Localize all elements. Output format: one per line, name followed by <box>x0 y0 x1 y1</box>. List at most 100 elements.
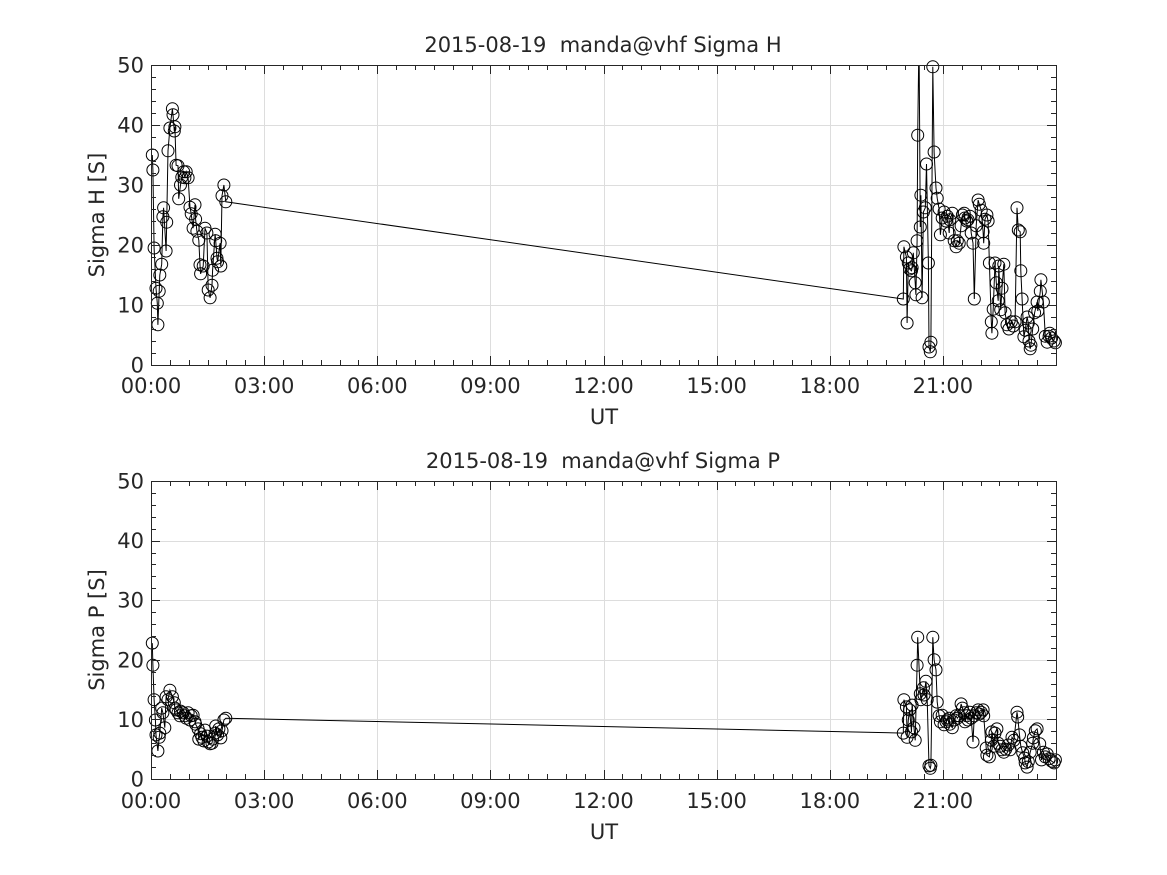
data-point <box>908 733 922 747</box>
data-point <box>943 213 957 227</box>
data-point <box>160 215 174 229</box>
data-point <box>911 630 925 644</box>
data-point <box>201 283 215 297</box>
data-point <box>905 261 919 275</box>
data-point <box>924 335 938 349</box>
data-point <box>988 256 1002 270</box>
data-point <box>897 240 911 254</box>
data-point <box>1014 739 1028 753</box>
data-point <box>211 255 225 269</box>
x-tick-label: 09:00 <box>460 374 521 398</box>
data-point <box>999 742 1013 756</box>
data-point <box>206 732 220 746</box>
data-point <box>963 705 977 719</box>
data-point <box>930 191 944 205</box>
data-point <box>1048 336 1062 350</box>
data-point <box>155 701 169 715</box>
data-point <box>910 234 924 248</box>
data-point <box>1011 223 1025 237</box>
sigma-h-plot: 00:00 03:00 06:00 09:00 12:00 15:00 18:00 21:00… <box>85 33 1062 429</box>
axes <box>151 65 1057 366</box>
data-point <box>997 745 1011 759</box>
data-point <box>1010 201 1024 215</box>
data-point <box>174 178 187 192</box>
data-point <box>899 250 913 264</box>
data-point <box>211 728 225 742</box>
data-point <box>203 291 217 305</box>
data-point <box>161 693 175 707</box>
data-point <box>1013 728 1026 742</box>
data-point <box>1026 322 1040 336</box>
data-point <box>1028 724 1042 738</box>
data-point <box>942 226 956 240</box>
data-point <box>977 709 991 723</box>
data-point <box>929 181 943 195</box>
data-point <box>215 724 229 738</box>
data-point <box>1014 264 1028 278</box>
data-point <box>153 726 167 740</box>
data-point <box>929 663 943 677</box>
data-point <box>163 121 177 135</box>
data-point <box>950 711 964 725</box>
data-point <box>1023 745 1037 759</box>
data-point <box>165 102 179 116</box>
x-tick-label: 00:00 <box>121 789 182 813</box>
data-point <box>167 124 181 138</box>
data-point <box>159 244 173 258</box>
y-tick-label: 40 <box>117 529 144 553</box>
data-point <box>914 188 928 202</box>
data-point <box>148 713 162 727</box>
data-point <box>982 256 996 270</box>
data-point <box>918 201 932 215</box>
data-point <box>985 326 999 340</box>
data-point <box>964 711 978 725</box>
data-point <box>186 708 200 722</box>
y-axis-label: Sigma P [S] <box>85 569 109 691</box>
data-point <box>161 144 175 158</box>
data-point <box>155 257 169 271</box>
data-point <box>950 234 964 248</box>
data-point <box>915 291 929 305</box>
data-point <box>981 214 995 228</box>
data-point <box>178 171 192 185</box>
data-point <box>156 706 170 720</box>
data-point <box>991 294 1005 308</box>
data-point <box>1034 273 1048 287</box>
data-point <box>1005 730 1019 744</box>
data-point <box>192 732 206 746</box>
data-point <box>917 688 931 702</box>
data-point <box>933 228 947 242</box>
data-point <box>967 292 981 306</box>
x-axis-label: UT <box>590 820 618 844</box>
sigma-p-plot: 00:00 03:00 06:00 09:00 12:00 15:00 18:00 21:00… <box>85 449 1062 844</box>
data-point <box>1011 710 1025 724</box>
data-point <box>920 157 933 171</box>
data-point <box>909 288 923 302</box>
x-tick-label: 03:00 <box>234 789 295 813</box>
data-point <box>172 192 186 206</box>
y-tick-label: 40 <box>117 114 144 138</box>
data-point <box>168 120 182 134</box>
data-point <box>977 236 991 250</box>
data-point <box>1042 752 1056 766</box>
data-point <box>152 284 166 298</box>
data-point <box>147 693 161 707</box>
y-tick-label: 50 <box>117 470 144 494</box>
data-point <box>1015 292 1029 306</box>
data-point <box>963 209 977 223</box>
tick-labels: 00:00 03:00 06:00 09:00 12:00 15:00 18:00 21:00… <box>117 54 973 399</box>
data-point <box>976 225 990 239</box>
data-point <box>961 713 975 727</box>
data-point <box>179 165 193 179</box>
data-point <box>913 220 927 234</box>
data-point <box>935 708 949 722</box>
data-point <box>205 278 219 292</box>
data-point <box>213 236 227 250</box>
data-point <box>940 713 954 727</box>
data-point <box>924 758 938 772</box>
x-tick-label: 18:00 <box>800 374 861 398</box>
data-point <box>1047 334 1061 348</box>
data-point <box>958 211 972 225</box>
x-tick-label: 15:00 <box>686 374 747 398</box>
